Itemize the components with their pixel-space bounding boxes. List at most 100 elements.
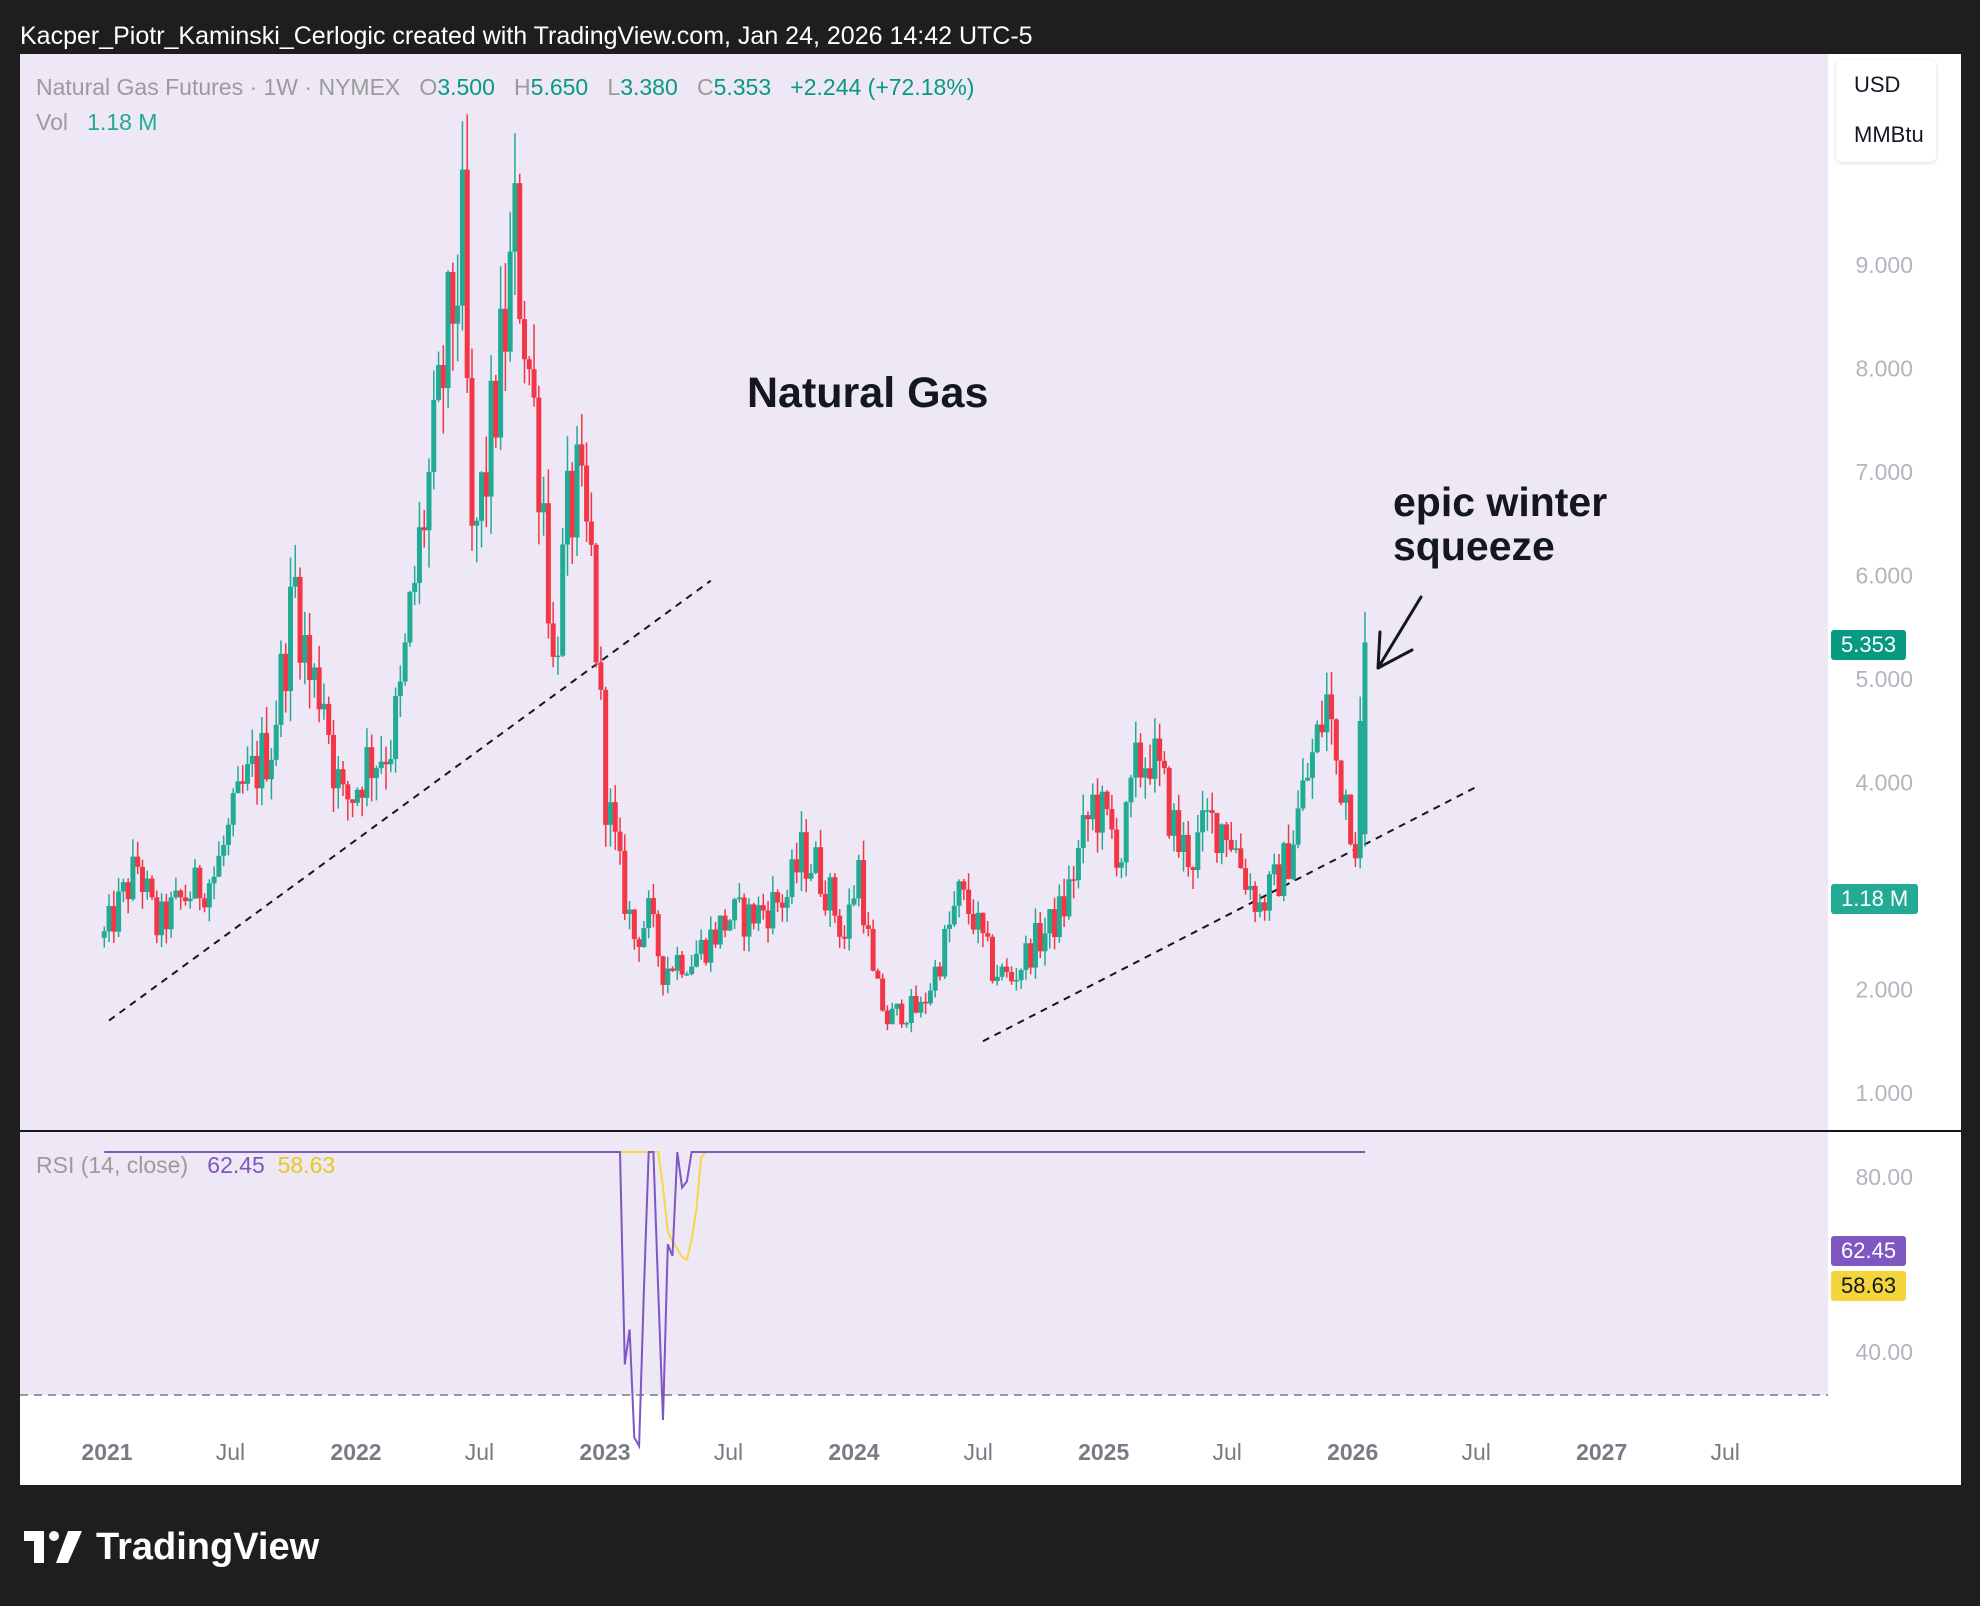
candle-body (631, 909, 637, 940)
x-tick-label: 2026 (1327, 1439, 1378, 1465)
candle-body (216, 855, 222, 877)
candle-body (1037, 923, 1043, 952)
tradingview-logo[interactable]: TradingView (24, 1522, 319, 1572)
candle-body (961, 881, 967, 890)
candle-body (966, 889, 972, 915)
candle-body (947, 924, 953, 929)
candle-body (1080, 815, 1086, 849)
rsi-ma-tag: 58.63 (1831, 1271, 1907, 1301)
y-tick-label: 1.000 (1855, 1080, 1913, 1106)
candle-body (1348, 794, 1354, 845)
y-tick-label: 5.000 (1855, 666, 1913, 692)
price-chart[interactable]: 1.000 2.000 4.000 5.000 6.000 7.000 8.000 9.000… (20, 54, 1961, 1485)
y-tick-label: 6.000 (1855, 563, 1913, 589)
candle-body (340, 769, 346, 785)
candle-body (359, 789, 365, 798)
candle-body (235, 781, 241, 794)
candle-body (426, 472, 432, 531)
candle-body (875, 970, 881, 979)
candle-body (1276, 864, 1282, 897)
candle-body (182, 897, 188, 902)
candle-body (536, 397, 542, 513)
candle-body (856, 860, 862, 899)
candle-body (202, 898, 208, 908)
currency-unit-selector[interactable]: USD MMBtu (1836, 60, 1936, 162)
candle-body (1061, 896, 1067, 917)
candle-body (646, 898, 652, 929)
candle-body (1166, 768, 1172, 836)
candle-body (841, 936, 847, 939)
candle-body (436, 365, 442, 400)
candle-body (1056, 896, 1062, 938)
candle-body (813, 847, 819, 873)
candle-body (560, 544, 566, 656)
candle-body (760, 905, 766, 911)
x-tick-label: Jul (1461, 1439, 1490, 1465)
candle-body (904, 1023, 910, 1025)
candle-body (670, 968, 676, 971)
candle-body (512, 183, 518, 252)
candle-body (727, 920, 733, 931)
candle-body (894, 1003, 900, 1009)
candle-body (932, 966, 938, 991)
rsi-tick-label: 40.00 (1855, 1339, 1913, 1365)
candle-body (870, 928, 876, 971)
ohlc-legend: Natural Gas Futures · 1W · NYMEX O3.500 … (36, 74, 975, 100)
candle-body (975, 912, 981, 930)
currency-label[interactable]: USD (1854, 72, 1901, 97)
candle-body (1176, 810, 1182, 853)
candle-body (101, 931, 107, 938)
candle-body (832, 877, 838, 916)
candle-body (288, 586, 294, 692)
candle-body (1252, 885, 1258, 912)
candle-body (593, 544, 599, 663)
candle-body (1247, 885, 1253, 890)
candle-body (221, 845, 227, 856)
candle-body (741, 897, 747, 937)
candle-body (1023, 943, 1029, 970)
candle-body (1128, 777, 1134, 803)
candle-body (483, 472, 489, 497)
candle-body (1219, 824, 1225, 854)
rsi-label[interactable]: RSI (14, close) (36, 1152, 189, 1178)
candle-body (1009, 972, 1015, 982)
candle-body (120, 882, 126, 892)
candle-body (445, 272, 451, 389)
x-tick-label: Jul (963, 1439, 992, 1465)
candle-body (736, 897, 742, 900)
candle-body (1109, 809, 1115, 830)
volume-label[interactable]: Vol (36, 109, 68, 135)
candle-body (1042, 933, 1048, 952)
candle-body (822, 893, 828, 911)
candle-body (541, 503, 547, 513)
y-tick-label: 7.000 (1855, 459, 1913, 485)
candle-body (178, 890, 184, 898)
rsi-tag: 62.45 (1831, 1236, 1907, 1266)
candle-body (1157, 738, 1163, 761)
candle-body (1314, 724, 1320, 753)
y-tick-label: 8.000 (1855, 356, 1913, 382)
candle-body (526, 359, 532, 370)
symbol-label[interactable]: Natural Gas Futures · 1W · NYMEX (36, 74, 401, 100)
x-tick-label: 2024 (828, 1439, 879, 1465)
rsi-value: 62.45 (207, 1152, 265, 1178)
candle-body (111, 906, 117, 932)
chart-title: Natural Gas (747, 369, 989, 417)
candle-body (717, 915, 723, 945)
candle-body (803, 832, 809, 879)
x-tick-label: 2025 (1078, 1439, 1129, 1465)
candle-body (1195, 832, 1201, 871)
candle-body (846, 904, 852, 939)
candle-body (569, 470, 575, 538)
candle-body (531, 369, 537, 398)
open-value: 3.500 (437, 74, 495, 100)
candle-body (1161, 760, 1167, 769)
candle-body (1133, 742, 1139, 778)
candle-body (455, 305, 461, 324)
candle-body (923, 1001, 929, 1004)
candle-body (469, 377, 475, 526)
candle-body (326, 703, 332, 735)
x-tick-label: Jul (714, 1439, 743, 1465)
unit-label[interactable]: MMBtu (1854, 122, 1924, 147)
candle-body (1171, 810, 1177, 836)
